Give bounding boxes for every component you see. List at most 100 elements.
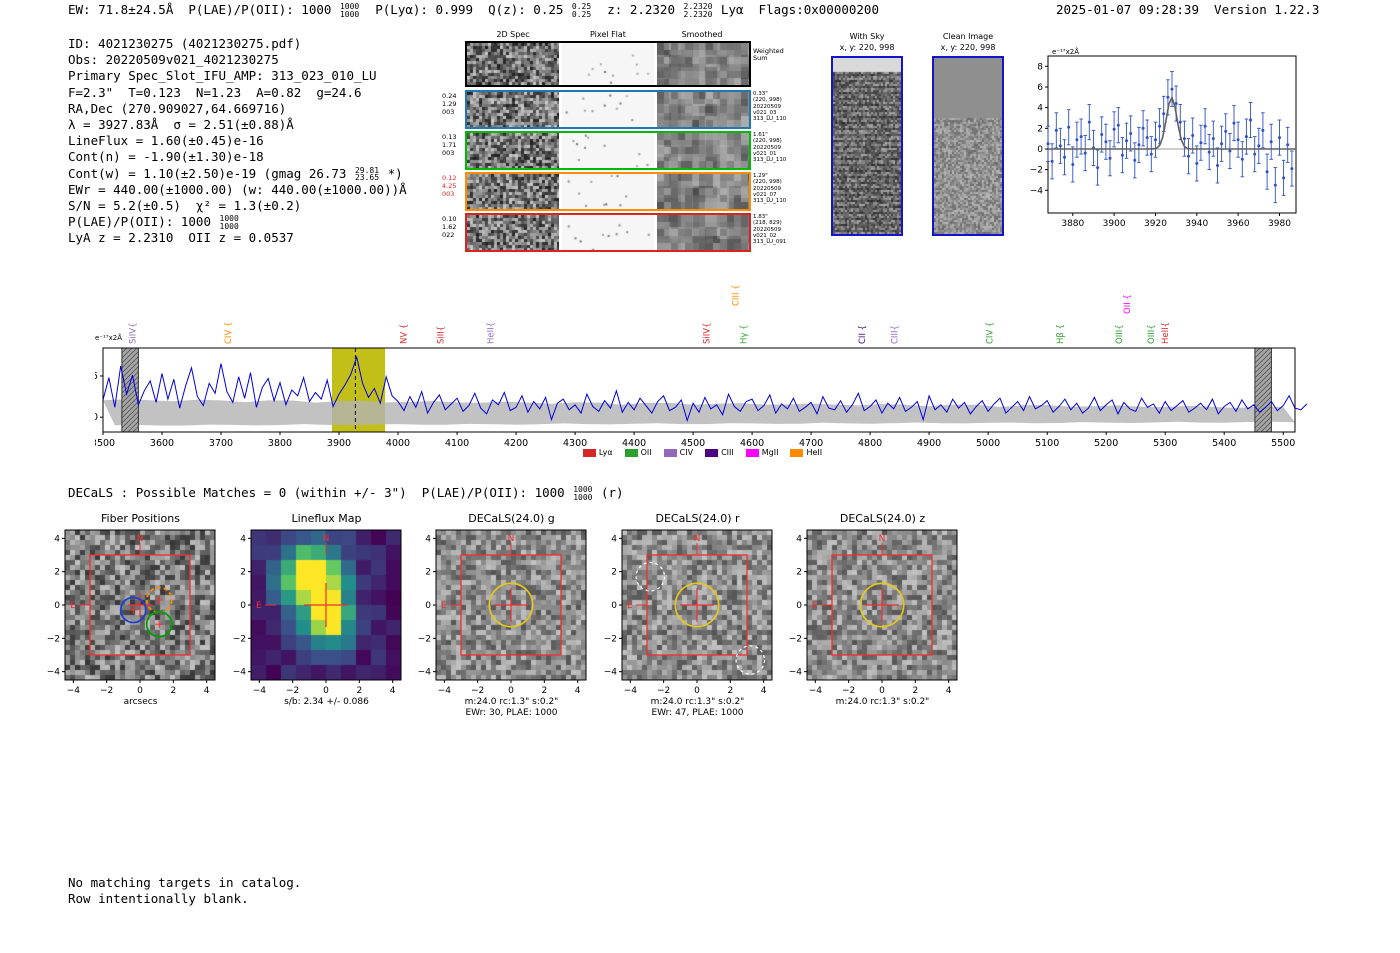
cutout-title: DECaLS(24.0) g [468, 512, 555, 525]
svg-text:E: E [256, 601, 262, 611]
cleanimage-title: Clean Image [942, 32, 994, 41]
svg-text:4: 4 [761, 686, 767, 696]
info-line: Obs: 20220509v021_4021230275 [68, 52, 279, 68]
info-line: ID: 4021230275 (4021230275.pdf) [68, 36, 302, 51]
svg-text:0: 0 [611, 601, 617, 611]
svg-text:2: 2 [796, 568, 802, 578]
spec2d-image [467, 133, 559, 168]
svg-text:5400: 5400 [1212, 438, 1236, 449]
spec2d-image [467, 92, 559, 127]
svg-text:CIII {: CIII { [732, 284, 742, 306]
svg-text:3920: 3920 [1144, 219, 1167, 229]
svg-text:0: 0 [240, 601, 246, 611]
cutout-caption2: EWr: 30, PLAE: 1000 [465, 708, 558, 718]
svg-text:2: 2 [356, 686, 362, 696]
svg-text:2: 2 [541, 686, 547, 696]
svg-text:NV {: NV { [399, 324, 409, 344]
svg-text:SiIV{: SiIV{ [129, 323, 139, 345]
footer-notes: No matching targets in catalog. Row inten… [68, 875, 301, 906]
svg-text:N: N [508, 534, 515, 544]
svg-text:E: E [812, 601, 818, 611]
svg-text:4900: 4900 [917, 438, 941, 449]
svg-text:−4: −4 [67, 686, 81, 696]
svg-text:0: 0 [879, 686, 885, 696]
svg-text:0: 0 [1037, 145, 1043, 155]
weighted-sum-label: Weighted Sum [753, 48, 784, 62]
svg-text:5500: 5500 [1271, 438, 1295, 449]
svg-text:4: 4 [54, 534, 60, 544]
info-line: Cont(n) = -1.90(±1.30)e-18 [68, 149, 264, 165]
cutout-title: Fiber Positions [101, 512, 180, 525]
pixelflat-image [562, 215, 654, 250]
full-spectrum-chart: 3500 3600 3700 3800 3900 4000 4100 4200 4300 4400… [91, 284, 1308, 449]
svg-text:−2: −2 [842, 686, 855, 696]
svg-text:SiIV{: SiIV{ [703, 323, 713, 345]
cutout-axes-overlay: N E −4 −4 −2 −2 0 0 2 2 4 4 [47, 529, 216, 696]
svg-text:0: 0 [694, 686, 700, 696]
weighted-sum-line1: Weighted [753, 47, 784, 55]
svg-text:CIV {: CIV { [224, 322, 234, 344]
info-line: RA,Dec (270.909027,64.669716) [68, 100, 287, 116]
svg-text:4: 4 [390, 686, 396, 696]
svg-text:−2: −2 [471, 686, 484, 696]
svg-text:4: 4 [796, 534, 802, 544]
svg-text:4300: 4300 [563, 438, 587, 449]
smoothed-image [657, 215, 749, 250]
svg-text:5000: 5000 [976, 438, 1000, 449]
legend-item-ciii: CIII [705, 448, 734, 457]
info-line: S/N = 5.2(±0.5) χ² = 1.3(±0.2) [68, 198, 302, 214]
svg-text:−4: −4 [233, 668, 247, 678]
svg-text:3900: 3900 [327, 438, 351, 449]
svg-text:−4: −4 [438, 686, 452, 696]
legend-item-oii: OII [624, 448, 652, 457]
svg-text:0: 0 [796, 601, 802, 611]
svg-text:2: 2 [54, 568, 60, 578]
cleanimage-coords: x, y: 220, 998 [940, 43, 996, 52]
svg-text:CII {: CII { [858, 325, 868, 344]
svg-text:−2: −2 [789, 634, 802, 644]
spec2d-row-right-label: 1.61" (220, 998) 20220509 v021_01 313_LU_110 [753, 132, 787, 164]
svg-text:4: 4 [946, 686, 952, 696]
info-line: LineFlux = 1.60(±0.45)e-16 [68, 133, 264, 149]
line-fit-plot: e⁻¹⁷x2Å 3880 3900 3920 3940 3960 3980 8 6 4 2 0 −2 −… [1030, 44, 1312, 240]
col-header-smoothed: Smoothed [681, 30, 723, 39]
svg-text:−4: −4 [809, 686, 823, 696]
decals-matches-header: DECaLS : Possible Matches = 0 (within +/… [68, 485, 624, 502]
svg-text:OIII{: OIII{ [1147, 324, 1157, 344]
svg-text:Hβ {: Hβ { [1056, 324, 1066, 344]
svg-text:−4: −4 [789, 668, 803, 678]
svg-text:−4: −4 [47, 668, 61, 678]
svg-text:4: 4 [204, 686, 210, 696]
legend-item-lyα: Lyα [582, 448, 613, 457]
spectrum-ylabel: e⁻¹⁷x2Å [95, 334, 122, 342]
spec2d-row-left-label: 0.13 1.71 003 [442, 133, 457, 157]
svg-text:4000: 4000 [386, 438, 410, 449]
svg-text:−4: −4 [418, 668, 432, 678]
svg-text:0: 0 [425, 601, 431, 611]
cutout-panel-lineflux-map: Lineflux Map N E −4 −4 −2 −2 0 0 2 2 4 4 s/b: 2.34 +/… [219, 508, 434, 730]
svg-text:−2: −2 [1030, 166, 1043, 176]
cutout-xlabel: arcsecs [123, 697, 158, 707]
spec2d-image [467, 174, 559, 209]
svg-text:E: E [441, 601, 447, 611]
svg-text:0: 0 [508, 686, 514, 696]
svg-text:OIII{: OIII{ [1115, 324, 1125, 344]
header-datetime-version: 2025-01-07 09:28:39 Version 1.22.3 [1056, 2, 1320, 17]
cutout-axes-overlay: N E −4 −4 −2 −2 0 0 2 2 4 4 [789, 529, 958, 696]
spec2d-row [465, 213, 751, 252]
cleanimage-image [934, 58, 1002, 234]
svg-text:CIV {: CIV { [985, 322, 995, 344]
emission-line-legend: Lyα OII CIV CIII MgII HeII [95, 448, 1310, 457]
cutout-caption2: EWr: 47, PLAE: 1000 [651, 708, 744, 718]
svg-text:−2: −2 [286, 686, 299, 696]
svg-text:4: 4 [1037, 104, 1043, 114]
svg-text:4: 4 [575, 686, 581, 696]
pixelflat-image [562, 133, 654, 168]
svg-text:−2: −2 [233, 634, 246, 644]
info-line: λ = 3927.83Å σ = 2.51(±0.88)Å [68, 117, 294, 133]
svg-text:2: 2 [912, 686, 918, 696]
svg-text:SiII{: SiII{ [437, 326, 447, 344]
svg-text:5100: 5100 [1035, 438, 1059, 449]
weighted-sum-strip [465, 41, 751, 87]
